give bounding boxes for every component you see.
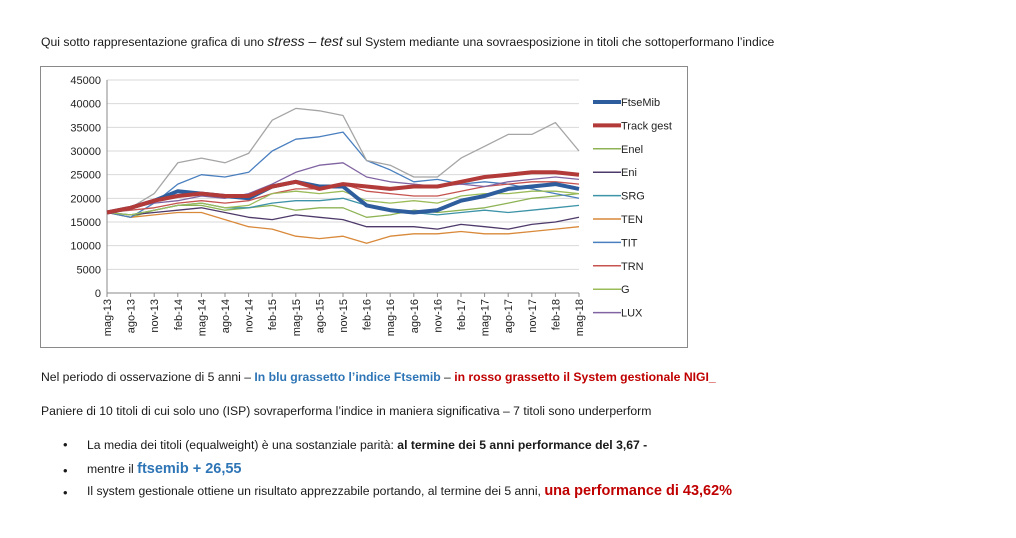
legend: FtseMib Track gest Enel Eni SRG TEN TIT TRN G LUX — [593, 97, 672, 320]
x-tick-label-16: mag-17 — [480, 299, 492, 336]
y-axis: 0 5000 10000 15000 20000 25000 30000 35000 40000… — [70, 75, 108, 300]
bullet-system: Il system gestionale ottiene un risultat… — [41, 480, 733, 504]
obs-blue-note: In blu grassetto l’indice Ftsemib — [254, 370, 441, 384]
obs-red-note: in rosso grassetto il System gestionale … — [454, 370, 716, 384]
x-tick-label-15: feb-17 — [456, 299, 468, 330]
bullet-ftsemib-value: ftsemib + 26,55 — [137, 461, 242, 477]
x-tick-label-6: nov-14 — [244, 299, 256, 333]
x-tick-label-7: feb-15 — [267, 299, 279, 330]
bullet-average-bold: al termine dei 5 anni performance del 3,… — [397, 438, 640, 452]
x-tick-label-3: feb-14 — [173, 299, 185, 330]
legend-label-enel: Enel — [621, 144, 643, 156]
x-tick-label-9: ago-15 — [314, 299, 326, 333]
x-tick-label-5: ago-14 — [220, 299, 232, 333]
y-tick-label-5: 25000 — [70, 170, 101, 182]
x-tick-label-0: mag-13 — [102, 299, 114, 336]
intro-test: test — [320, 33, 343, 49]
x-tick-label-19: feb-18 — [550, 299, 562, 330]
results-list: La media dei titoli (equalweight) è una … — [41, 436, 733, 504]
y-tick-label-9: 45000 — [70, 75, 101, 87]
y-tick-label-7: 35000 — [70, 122, 101, 134]
legend-label-g: G — [621, 284, 630, 296]
series-line-ten — [106, 211, 580, 244]
legend-label-track-gest: Track gest — [621, 120, 672, 132]
intro-prefix: Qui sotto rappresentazione grafica di un… — [41, 35, 268, 49]
series-line-ftsemib — [106, 179, 580, 215]
series-line-eni — [106, 207, 580, 230]
legend-label-eni: Eni — [621, 167, 637, 179]
intro-suffix: sul System mediante una sovraesposizione… — [342, 35, 775, 49]
bullet-average-text: La media dei titoli (equalweight) è una … — [87, 438, 398, 452]
y-tick-label-8: 40000 — [70, 99, 101, 111]
bullet-average-tail: - — [639, 438, 648, 452]
intro-stress: stress — [267, 33, 305, 49]
series-line-g — [106, 190, 580, 216]
series-layer — [106, 107, 580, 244]
obs-prefix: Nel periodo di osservazione di 5 anni – — [41, 370, 255, 384]
observation-paragraph: Nel periodo di osservazione di 5 anni – … — [41, 370, 716, 384]
series-line-unlabeled — [106, 107, 580, 214]
legend-label-trn: TRN — [621, 261, 644, 273]
line-chart: 0 5000 10000 15000 20000 25000 30000 35000 40000… — [40, 66, 688, 348]
x-tick-label-17: ago-17 — [503, 299, 515, 333]
y-tick-label-3: 15000 — [70, 217, 101, 229]
y-tick-label-0: 0 — [95, 288, 101, 300]
bullet-ftsemib: mentre il ftsemib + 26,55 — [41, 458, 732, 482]
legend-label-lux: LUX — [621, 308, 643, 320]
obs-dash: – — [440, 370, 455, 384]
bullet-ftsemib-text: mentre il — [87, 462, 138, 476]
legend-label-ten: TEN — [621, 214, 643, 226]
x-tick-label-12: mag-16 — [385, 299, 397, 336]
x-tick-label-2: nov-13 — [149, 299, 161, 333]
x-tick-label-10: nov-15 — [338, 299, 350, 333]
chart-svg: 0 5000 10000 15000 20000 25000 30000 35000 40000… — [70, 75, 672, 336]
bullet-system-value: una performance di 43,62% — [544, 483, 733, 499]
x-tick-label-18: nov-17 — [527, 299, 539, 333]
y-tick-label-6: 30000 — [70, 146, 101, 158]
x-tick-label-13: ago-16 — [409, 299, 421, 333]
x-tick-label-20: mag-18 — [574, 299, 586, 336]
y-tick-label-4: 20000 — [70, 193, 101, 205]
x-tick-label-11: feb-16 — [362, 299, 374, 330]
x-tick-label-4: mag-14 — [196, 299, 208, 336]
x-axis: mag-13 ago-13 nov-13 feb-14 mag-14 ago-14 nov-… — [102, 292, 586, 336]
x-tick-label-14: nov-16 — [432, 299, 444, 333]
y-tick-label-1: 5000 — [77, 264, 101, 276]
y-tick-label-2: 10000 — [70, 241, 101, 253]
legend-label-tit: TIT — [621, 237, 638, 249]
legend-label-srg: SRG — [621, 191, 645, 203]
x-tick-label-1: ago-13 — [126, 299, 138, 333]
bullet-system-text: Il system gestionale ottiene un risultat… — [87, 484, 545, 498]
series-line-enel — [106, 192, 580, 218]
series-line-lux — [106, 162, 580, 214]
intro-text: Qui sotto rappresentazione grafica di un… — [41, 33, 774, 49]
intro-dash: – — [304, 33, 321, 49]
series-line-track-gest — [106, 170, 580, 215]
bullet-average: La media dei titoli (equalweight) è una … — [41, 436, 732, 458]
basket-paragraph: Paniere di 10 titoli di cui solo uno (IS… — [41, 404, 652, 418]
x-tick-label-8: mag-15 — [291, 299, 303, 336]
legend-label-ftsemib: FtseMib — [621, 97, 660, 109]
